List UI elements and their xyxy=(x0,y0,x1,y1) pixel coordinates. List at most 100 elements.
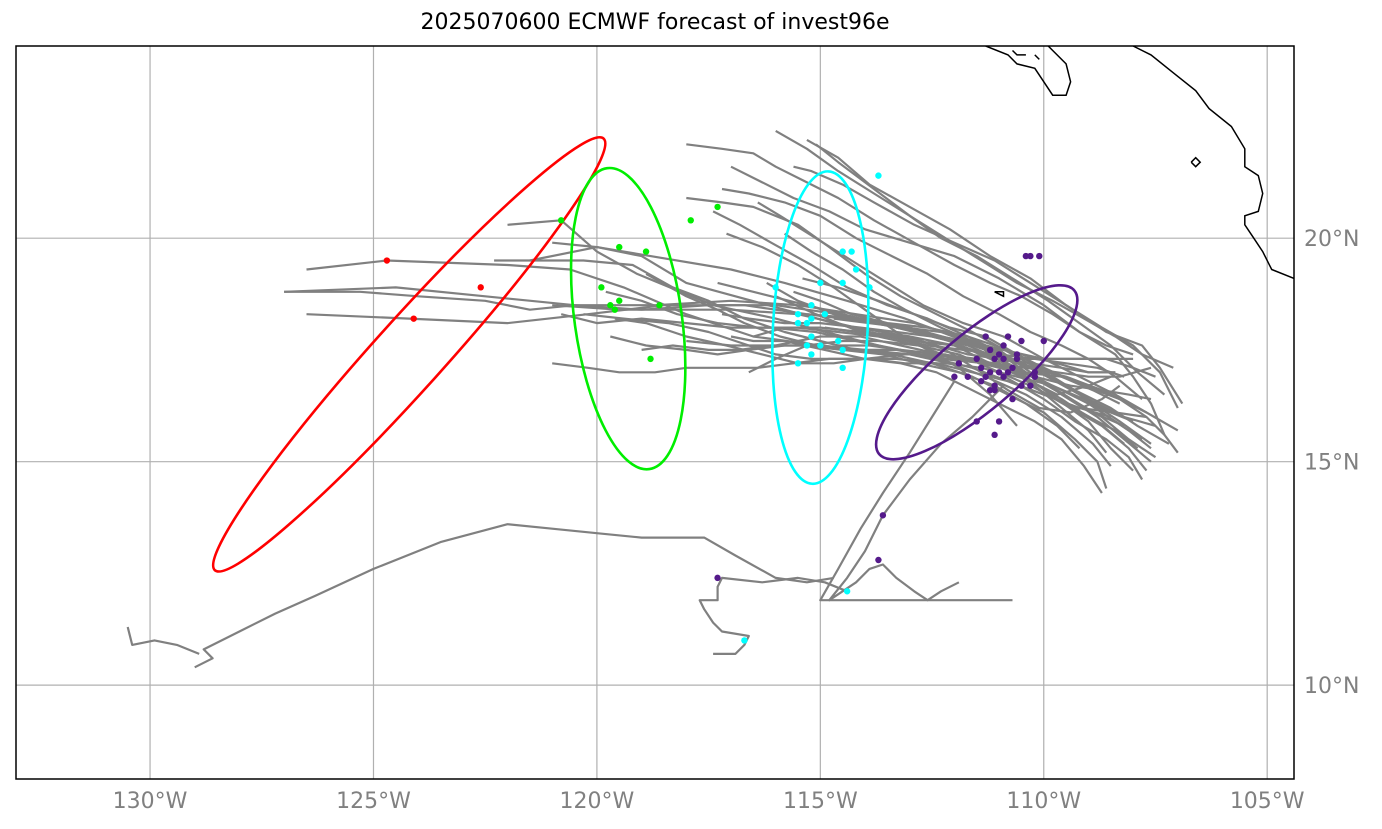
forecast-position-day4 xyxy=(982,373,989,380)
uncertainty-ellipse-day3 xyxy=(771,170,870,486)
forecast-tracks xyxy=(126,129,1184,669)
lat-tick-label: 20°N xyxy=(1304,227,1359,252)
forecast-position-day4 xyxy=(875,556,882,564)
uncertainty-ellipse-day2 xyxy=(569,166,687,471)
forecast-position-day3 xyxy=(839,364,846,372)
coastline xyxy=(1132,46,1294,280)
forecast-position-day1 xyxy=(383,257,391,264)
forecast-position-day4 xyxy=(1022,252,1030,260)
forecast-position-day4 xyxy=(982,333,989,340)
forecast-position-day3 xyxy=(803,319,811,327)
forecast-position-day4 xyxy=(1004,369,1012,376)
forecast-position-day4 xyxy=(951,373,958,380)
ensemble-track xyxy=(194,523,834,669)
forecast-position-day3 xyxy=(808,351,815,358)
coastline xyxy=(1011,49,1026,56)
ensemble-track xyxy=(793,165,1179,409)
forecast-position-day4 xyxy=(955,360,963,367)
forecast-position-day4 xyxy=(978,378,985,385)
forecast-position-day4 xyxy=(995,351,1003,358)
ensemble-track xyxy=(752,326,1116,374)
coastlines xyxy=(985,46,1294,298)
forecast-position-day4 xyxy=(1013,355,1021,363)
forecast-position-day4 xyxy=(879,512,887,519)
forecast-position-day3 xyxy=(835,337,842,345)
forecast-position-day2 xyxy=(598,284,605,291)
forecast-position-day4 xyxy=(995,418,1003,425)
forecast-position-day3 xyxy=(843,588,851,595)
forecast-position-day1 xyxy=(410,315,417,322)
forecast-position-day4 xyxy=(1036,252,1043,260)
ensemble-track xyxy=(833,317,1152,450)
ensemble-track xyxy=(828,384,1005,602)
forecast-position-day3 xyxy=(794,319,802,327)
forecast-position-day4 xyxy=(986,346,994,354)
forecast-position-day4 xyxy=(1004,333,1012,340)
forecast-position-day3 xyxy=(772,284,779,291)
ensemble-track xyxy=(686,335,1148,472)
forecast-position-day3 xyxy=(821,310,829,318)
forecast-position-day3 xyxy=(817,279,824,287)
ensemble-track xyxy=(494,259,1108,489)
forecast-position-day2 xyxy=(611,306,618,313)
lon-tick-label: 115°W xyxy=(783,789,858,814)
ensemble-track xyxy=(126,626,200,655)
forecast-position-day3 xyxy=(848,248,855,255)
forecast-position-day2 xyxy=(687,217,694,224)
forecast-position-day3 xyxy=(808,315,815,322)
forecast-position-day4 xyxy=(1040,337,1047,345)
forecast-position-day3 xyxy=(803,342,811,349)
ensemble-track xyxy=(819,380,1013,602)
axis-tick-labels: 130°W 125°W 120°W 115°W 110°W 105°W 10°N 15°N 20… xyxy=(113,227,1360,814)
lon-tick-label: 130°W xyxy=(113,789,188,814)
ensemble-track xyxy=(605,290,1152,378)
forecast-position-day3 xyxy=(817,342,824,349)
forecast-position-day3 xyxy=(852,266,860,273)
forecast-position-day4 xyxy=(1027,252,1034,260)
forecast-position-day1 xyxy=(477,284,484,291)
forecast-position-day4 xyxy=(1000,355,1007,363)
forecast-position-day4 xyxy=(991,382,998,389)
forecast-position-day2 xyxy=(607,302,614,309)
lat-tick-label: 15°N xyxy=(1304,451,1359,476)
forecast-positions xyxy=(383,172,1047,644)
forecast-position-day4 xyxy=(1000,342,1007,349)
ensemble-track xyxy=(730,335,1103,494)
forecast-position-day4 xyxy=(1000,373,1007,380)
coastline xyxy=(985,46,1072,96)
forecast-position-day4 xyxy=(1018,382,1025,389)
forecast-position-day3 xyxy=(794,310,802,318)
forecast-position-day4 xyxy=(978,364,985,372)
forecast-position-day2 xyxy=(642,248,650,255)
forecast-position-day3 xyxy=(794,360,802,367)
coastline xyxy=(1190,156,1202,168)
forecast-position-day4 xyxy=(1031,373,1039,380)
forecast-position-day4 xyxy=(1031,369,1039,376)
plot-frame xyxy=(15,45,1295,780)
forecast-position-day3 xyxy=(875,172,882,179)
forecast-position-day4 xyxy=(1013,351,1021,358)
forecast-position-day4 xyxy=(1018,337,1025,345)
forecast-position-day2 xyxy=(616,243,623,251)
coastline xyxy=(994,291,1005,298)
uncertainty-ellipses xyxy=(211,135,1079,573)
forecast-position-day4 xyxy=(1009,364,1016,372)
uncertainty-ellipse-day1 xyxy=(211,135,607,573)
ensemble-track xyxy=(610,335,1152,401)
lon-tick-label: 125°W xyxy=(336,789,411,814)
forecast-position-day4 xyxy=(986,369,994,376)
forecast-position-day2 xyxy=(616,297,623,304)
forecast-position-day3 xyxy=(839,346,846,354)
forecast-position-day2 xyxy=(656,302,663,309)
ensemble-track xyxy=(641,344,1081,450)
uncertainty-ellipse-day4 xyxy=(874,283,1079,461)
forecast-position-day3 xyxy=(808,333,815,340)
forecast-position-day4 xyxy=(995,369,1003,376)
lon-tick-label: 105°W xyxy=(1230,789,1305,814)
lon-tick-label: 110°W xyxy=(1006,789,1081,814)
coastline xyxy=(1034,54,1040,60)
lat-tick-label: 10°N xyxy=(1304,674,1359,699)
chart-title: 2025070600 ECMWF forecast of invest96e xyxy=(420,10,890,35)
ensemble-track xyxy=(721,187,1143,400)
forecast-position-day2 xyxy=(647,355,654,363)
